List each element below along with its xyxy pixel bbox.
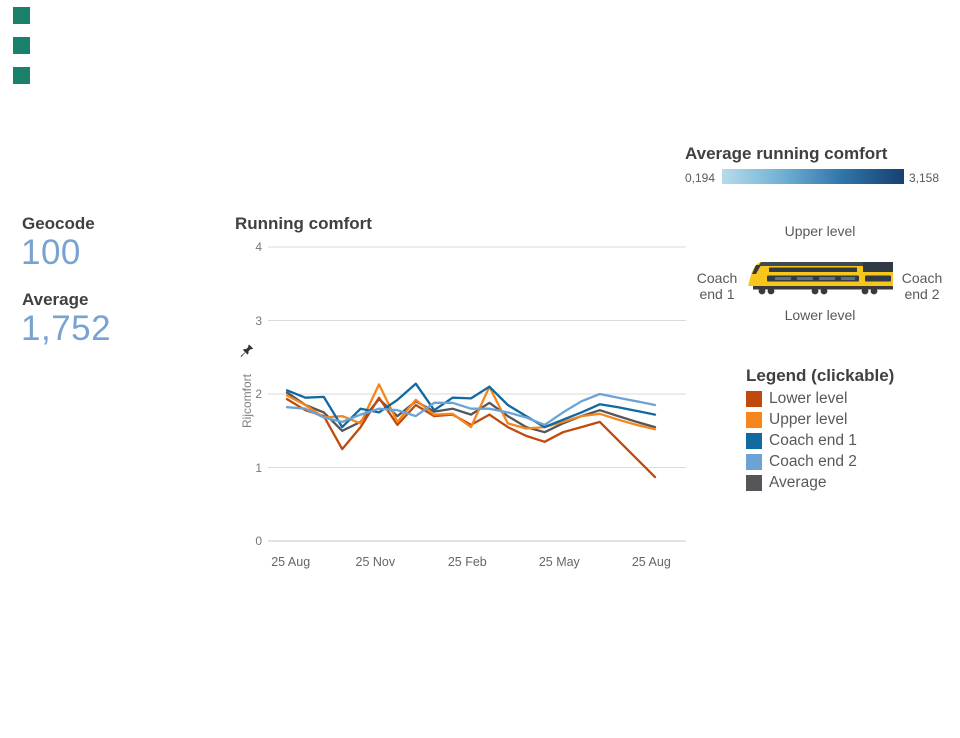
legend-item-coach-end-1[interactable]: Coach end 1 (746, 430, 857, 451)
x-tick-label: 25 Aug (631, 555, 671, 569)
x-tick-label: 25 May (538, 555, 580, 569)
pin-icon[interactable] (238, 343, 255, 360)
y-tick-label: 3 (255, 313, 262, 328)
legend-item-label: Upper level (769, 410, 848, 428)
legend-item-label: Average (769, 473, 827, 491)
legend-swatch (746, 390, 762, 407)
gradient-legend-title: Average running comfort (685, 144, 888, 163)
series-line-coach-end-2[interactable] (285, 392, 657, 427)
y-tick-label: 1 (255, 460, 262, 475)
teal-square-marker (13, 7, 30, 24)
legend-title: Legend (clickable) (746, 366, 895, 385)
x-tick-label: 25 Aug (271, 555, 311, 569)
legend-items: Lower level Upper level Coach end 1 Coach e… (746, 388, 857, 493)
average-label: Average (22, 290, 89, 309)
y-tick-label: 2 (255, 387, 262, 401)
comfort-chart-svg[interactable] (268, 240, 686, 570)
legend-swatch (746, 453, 762, 470)
gradient-max-value: 3,158 (909, 171, 940, 185)
lower-level-label: Lower level (784, 307, 856, 323)
y-axis-label: Rijcomfort (240, 374, 254, 429)
x-tick-label: 25 Feb (447, 555, 487, 569)
chart-title: Running comfort (235, 214, 372, 233)
series-line-coach-end-1[interactable] (285, 382, 657, 429)
coach-end-2-label: Coach end 2 (901, 270, 943, 302)
train-icon (748, 262, 893, 295)
train-wheels (753, 286, 893, 295)
legend-swatch (746, 474, 762, 491)
legend-item-label: Coach end 2 (769, 452, 857, 470)
teal-square-marker (13, 67, 30, 84)
legend-item-lower-level[interactable]: Lower level (746, 388, 857, 409)
gradient-min-value: 0,194 (684, 171, 715, 185)
upper-level-label: Upper level (784, 223, 856, 239)
legend-item-label: Lower level (769, 389, 848, 407)
y-tick-label: 4 (255, 240, 262, 254)
legend-swatch (746, 411, 762, 428)
geocode-label: Geocode (22, 214, 95, 233)
average-value: 1,752 (21, 309, 112, 348)
x-tick-label: 25 Nov (355, 555, 396, 569)
series-line-average[interactable] (285, 391, 657, 434)
geocode-value: 100 (21, 233, 81, 272)
gradient-bar (722, 169, 904, 184)
coach-end-1-label: Coach end 1 (696, 270, 738, 302)
teal-square-marker (13, 37, 30, 54)
running-comfort-chart[interactable]: 4 3 2 1 0 25 Aug 25 Nov 25 Feb 25 May 25 Aug (255, 240, 686, 580)
legend-item-label: Coach end 1 (769, 431, 857, 449)
legend-swatch (746, 432, 762, 449)
legend-item-upper-level[interactable]: Upper level (746, 409, 857, 430)
y-tick-label: 0 (255, 534, 262, 548)
legend-item-average[interactable]: Average (746, 472, 857, 493)
legend-item-coach-end-2[interactable]: Coach end 2 (746, 451, 857, 472)
